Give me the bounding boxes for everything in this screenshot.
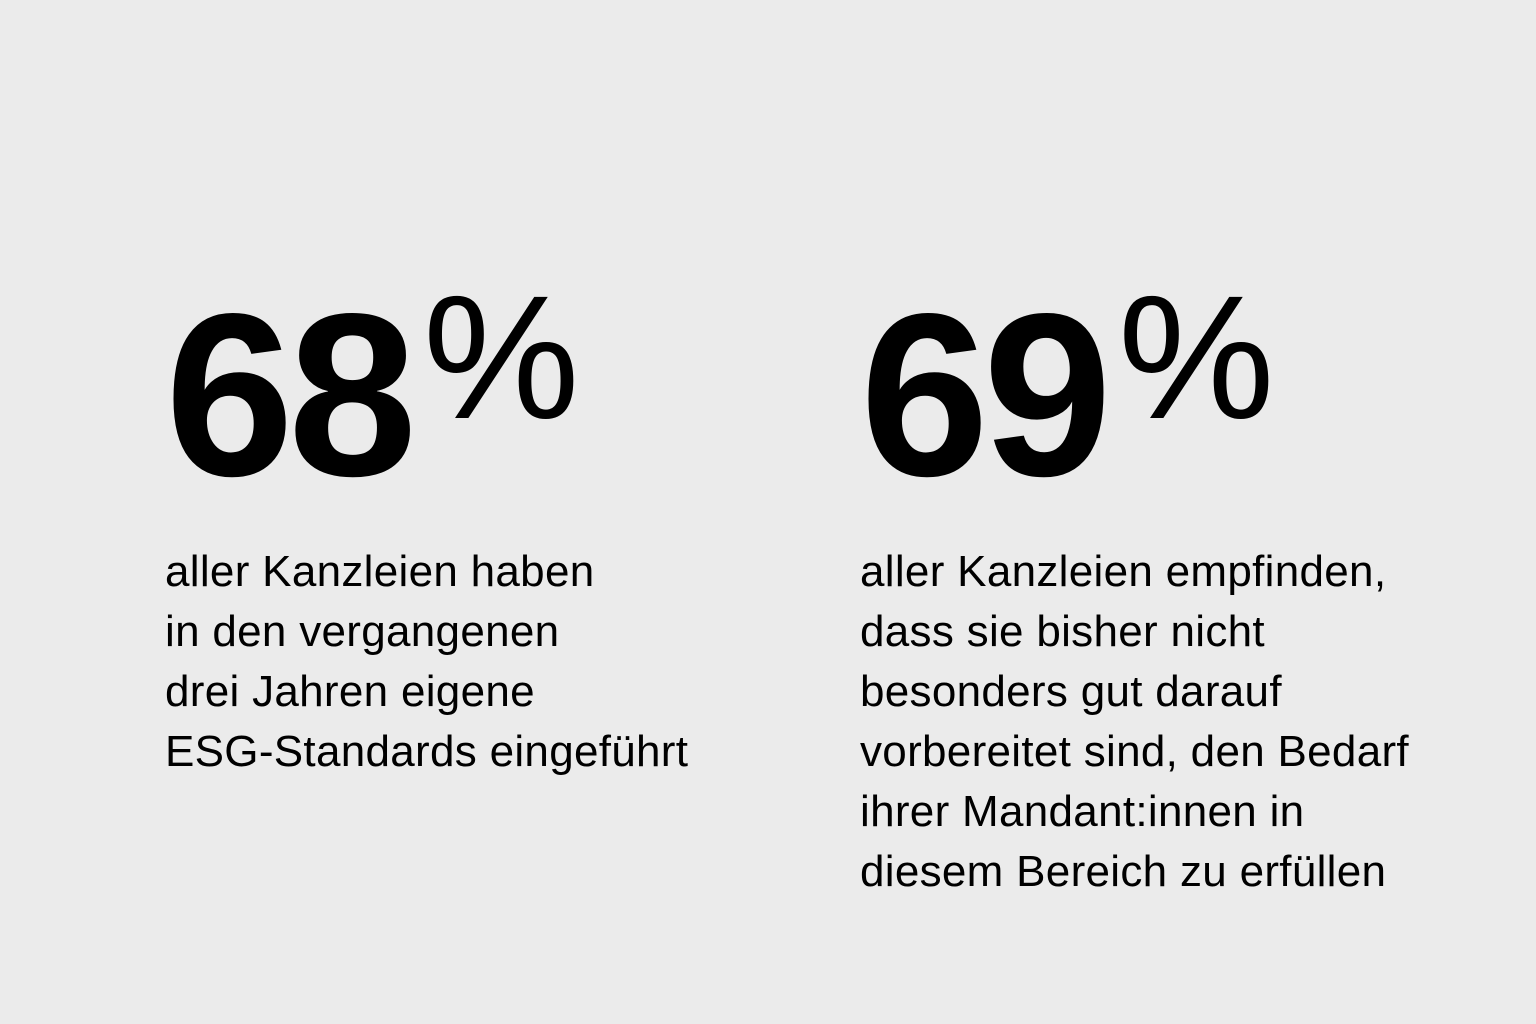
stat-esg-standards: 68% aller Kanzleien haben in den vergang…	[165, 270, 688, 782]
description-line: dass sie bisher nicht	[860, 607, 1265, 656]
description-line: aller Kanzleien empfinden,	[860, 547, 1387, 596]
percent-sign: %	[1118, 260, 1275, 456]
description-line: aller Kanzleien haben	[165, 547, 595, 596]
description-line: ihrer Mandant:innen in	[860, 787, 1305, 836]
description-line: vorbereitet sind, den Bedarf	[860, 727, 1409, 776]
stat-description: aller Kanzleien haben in den vergangenen…	[165, 542, 688, 782]
description-line: diesem Bereich zu erfüllen	[860, 847, 1387, 896]
description-line: in den vergangenen	[165, 607, 560, 656]
stat-value: 69	[860, 266, 1112, 525]
stat-description: aller Kanzleien empfinden, dass sie bish…	[860, 542, 1409, 902]
stat-figure: 69%	[860, 260, 1409, 525]
stat-value: 68	[165, 266, 417, 525]
description-line: drei Jahren eigene	[165, 667, 535, 716]
stat-preparedness: 69% aller Kanzleien empfinden, dass sie …	[860, 270, 1409, 902]
description-line: besonders gut darauf	[860, 667, 1282, 716]
description-line: ESG-Standards eingeführt	[165, 727, 689, 776]
stat-figure: 68%	[165, 260, 688, 525]
percent-sign: %	[423, 260, 580, 456]
